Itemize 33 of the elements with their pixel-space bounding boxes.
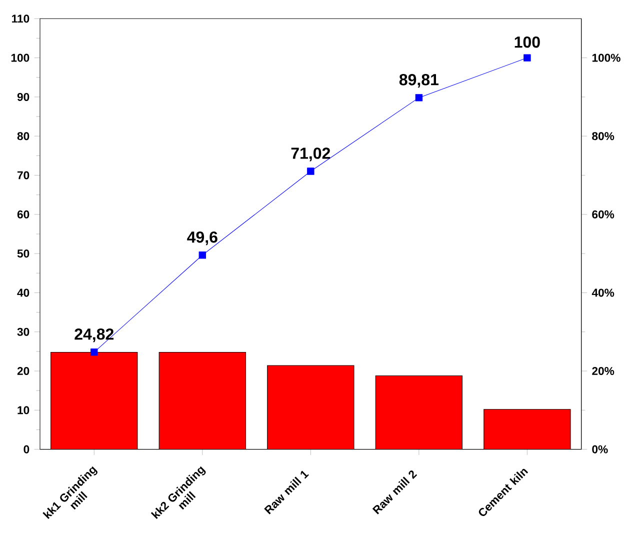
point [307,168,314,175]
data-label: 49,6 [187,231,218,246]
y2-tick-label: 100% [592,54,620,62]
y-tick-label: 70 [17,171,30,180]
bar [376,376,462,450]
y-tick-label: 110 [12,14,30,23]
y-tick-label: 80 [17,132,30,140]
bar [159,352,246,450]
data-label: 89,81 [399,74,438,88]
y2-tick-label: 20% [592,367,614,376]
data-label: 24,82 [74,328,114,342]
point [198,252,206,259]
y2-tick-label: 40% [592,288,614,297]
bar [484,409,571,450]
y-tick-label: 60 [17,210,30,218]
bar [50,352,138,450]
y2-tick-label: 60% [592,210,614,218]
point [90,348,98,356]
y-tick-label: 30 [17,328,30,336]
point [415,94,423,102]
y-tick-label: 100 [11,54,30,62]
y-tick-label: 20 [17,367,30,376]
y-tick-label: 10 [18,406,30,414]
y-tick-label: 0 [24,445,30,454]
y2-tick-label: 0% [592,445,608,454]
data-label: 100 [514,36,540,48]
data-label: 71,02 [291,148,330,162]
y-tick-label: 40 [17,288,30,297]
y-tick-label: 50 [17,250,30,258]
bar [267,366,354,450]
y-tick-label: 90 [17,92,30,101]
y2-tick-label: 80% [592,132,614,140]
point [524,54,531,62]
